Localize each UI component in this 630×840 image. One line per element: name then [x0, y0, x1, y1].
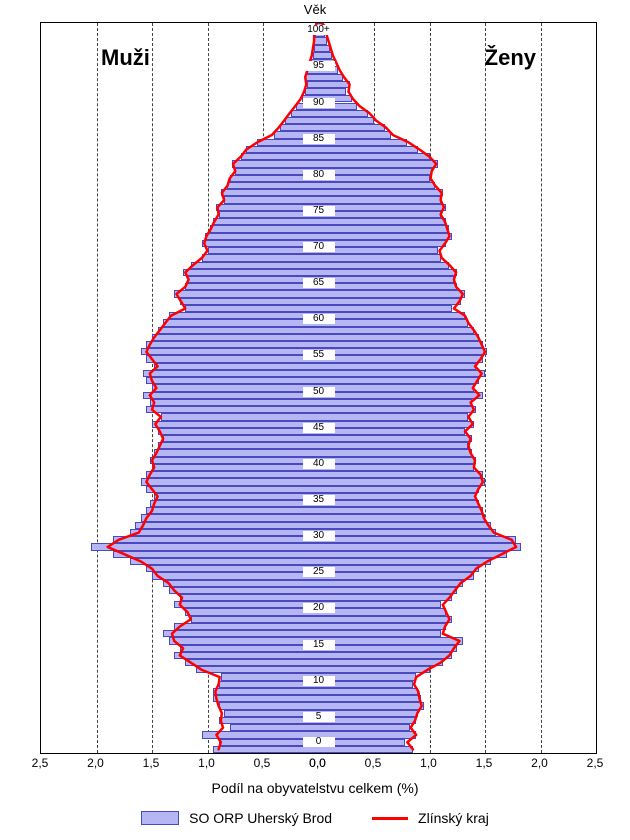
male-outline — [108, 22, 319, 749]
gender-label-female: Ženy — [485, 45, 536, 71]
population-pyramid-chart: Věk Muži Ženy 0 5 10 15 20 25 30 35 40 45 50 55 60 65… — [0, 0, 630, 840]
x-tick-label: 2,5 — [587, 756, 604, 770]
legend-item-bars: SO ORP Uherský Brod — [141, 810, 332, 826]
age-tick-label: 15 — [303, 640, 335, 650]
age-tick-label: 30 — [303, 531, 335, 541]
x-tick-label: 0,0 — [309, 756, 326, 770]
legend-bar-label: SO ORP Uherský Brod — [189, 810, 332, 826]
legend: SO ORP Uherský Brod Zlínský kraj — [0, 810, 630, 826]
x-tick-label: 1,0 — [198, 756, 215, 770]
gender-label-male: Muži — [101, 45, 150, 71]
x-tick-label: 1,0 — [420, 756, 437, 770]
age-tick-label: 20 — [303, 603, 335, 613]
line-swatch-icon — [372, 817, 408, 820]
x-axis-title: Podíl na obyvatelstvu celkem (%) — [0, 780, 630, 796]
age-tick-label: 80 — [303, 170, 335, 180]
x-tick-label: 0,5 — [254, 756, 271, 770]
bar-swatch-icon — [141, 811, 179, 825]
age-tick-label: 100+ — [303, 25, 335, 35]
age-tick-label: 70 — [303, 242, 335, 252]
x-tick-label: 1,5 — [476, 756, 493, 770]
age-tick-label: 85 — [303, 134, 335, 144]
age-tick-label: 25 — [303, 567, 335, 577]
plot-area: Muži Ženy 0 5 10 15 20 25 30 35 40 45 50 55 60 65 70 75… — [40, 22, 597, 754]
age-tick-label: 40 — [303, 459, 335, 469]
age-tick-label: 55 — [303, 350, 335, 360]
age-tick-label: 0 — [303, 737, 335, 747]
x-tick-label: 2,5 — [32, 756, 49, 770]
x-tick-label: 2,0 — [87, 756, 104, 770]
age-tick-label: 90 — [303, 98, 335, 108]
female-outline — [319, 22, 517, 749]
age-tick-label: 45 — [303, 423, 335, 433]
age-tick-label: 50 — [303, 387, 335, 397]
legend-line-label: Zlínský kraj — [418, 810, 489, 826]
x-tick-label: 0,5 — [365, 756, 382, 770]
age-tick-label: 65 — [303, 278, 335, 288]
x-tick-label: 2,0 — [531, 756, 548, 770]
age-tick-label: 35 — [303, 495, 335, 505]
age-tick-label: 95 — [303, 61, 335, 71]
age-tick-label: 5 — [303, 712, 335, 722]
age-tick-label: 60 — [303, 314, 335, 324]
legend-item-line: Zlínský kraj — [372, 810, 489, 826]
x-tick-label: 1,5 — [143, 756, 160, 770]
age-tick-label: 10 — [303, 676, 335, 686]
y-axis-title: Věk — [0, 2, 630, 17]
age-tick-label: 75 — [303, 206, 335, 216]
